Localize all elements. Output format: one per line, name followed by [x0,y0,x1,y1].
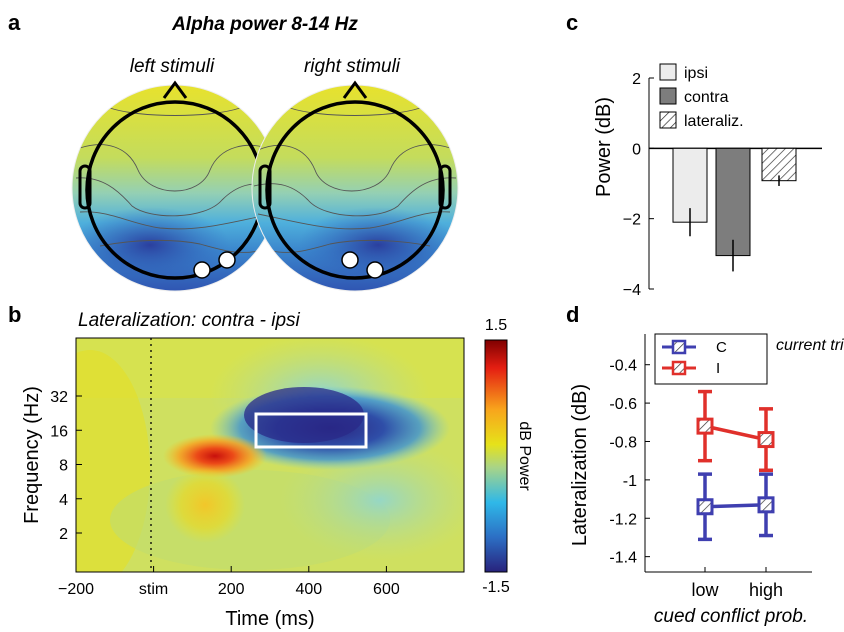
y-tick-label: -0.8 [609,434,637,451]
legend-item-contra: contra [684,89,729,106]
y-axis-label: Lateralization (dB) [569,384,591,546]
analysis-window-box [254,412,368,449]
y-tick-label: -1.2 [609,511,637,528]
y-tick-label: 32 [50,389,68,406]
y-tick-label: 8 [59,458,68,475]
electrode-marker [218,251,236,269]
electrode-marker [193,261,211,279]
y-axis-ticks: 32 16 8 4 2 [50,389,82,543]
right-stimuli-label: right stimuli [304,56,401,77]
legend-item-ipsi: ipsi [684,65,708,82]
panel-b-title: Lateralization: contra - ipsi [78,310,301,331]
data-point-c [757,496,775,514]
panel-d-letter: d [566,302,579,327]
tf-heatmap: −200 stim 200 400 600 32 16 8 4 2 Time (ms) Freq… [21,337,465,630]
x-axis-label: cued conflict prob. [654,606,808,627]
x-tick-label: 400 [295,581,322,598]
panel-a-letter: a [8,10,21,35]
y-tick-label: -0.4 [609,358,637,375]
data-point-i [696,417,714,435]
y-tick-label: -1.4 [609,550,637,567]
colorbar-max-label: 1.5 [485,317,507,334]
bar-contra [715,147,751,257]
left-stimuli-label: left stimuli [130,56,215,77]
x-axis-label: Time (ms) [225,608,314,630]
bar-series [672,147,797,272]
y-tick-label: −2 [623,212,641,229]
legend: ipsi contra lateraliz. [659,63,744,130]
electrode-marker [341,251,359,269]
legend: C I current trial [654,333,844,385]
y-tick-label: 4 [59,492,68,509]
y-tick-label: 0 [632,141,641,158]
series-line-c [704,503,767,509]
topomap-right [251,80,459,292]
panel-b-letter: b [8,302,21,327]
colorbar: 1.5 -1.5 dB Power [482,317,533,596]
panel-a-title: Alpha power 8-14 Hz [171,14,358,35]
colorbar-min-label: -1.5 [482,579,510,596]
line-series [696,389,775,542]
x-tick-label: stim [139,581,168,598]
y-tick-label: 16 [50,423,68,440]
panel-c: c Power (dB) 2 0 −2 −4 ipsi contra laterali… [566,10,822,299]
line-axis: -0.4 -0.6 -0.8 -1 -1.2 -1.4 low high [609,334,812,600]
x-tick-label: 600 [373,581,400,598]
legend-title: current trial [776,337,844,354]
y-tick-label: −4 [623,282,641,299]
x-tick-label: high [749,580,783,600]
data-point-i [757,431,775,449]
y-tick-label: -0.6 [609,396,637,413]
legend-item-i: I [716,360,720,377]
y-axis-label: Power (dB) [593,97,615,197]
y-tick-label: 2 [632,71,641,88]
series-line-i [704,424,767,442]
colorbar-label: dB Power [516,421,533,491]
legend-item-lateraliz: lateraliz. [684,113,744,130]
bar-lateraliz [761,147,797,182]
panel-d: d Lateralization (dB) -0.4 -0.6 -0.8 -1 -1.2… [566,302,844,627]
y-tick-label: -1 [623,473,637,490]
y-tick-label: 2 [59,526,68,543]
electrode-marker [366,261,384,279]
y-axis-label: Frequency (Hz) [21,386,43,524]
x-axis-ticks: −200 stim 200 400 600 [58,566,400,598]
legend-item-c: C [716,339,727,356]
panel-a: a Alpha power 8-14 Hz left stimuli right… [8,10,459,292]
panel-b: b Lateralization: contra - ipsi −200 stim… [8,302,533,630]
topomap-left [71,80,279,292]
x-tick-label: 200 [218,581,245,598]
panel-c-letter: c [566,10,578,35]
x-tick-label: low [691,580,719,600]
x-tick-label: −200 [58,581,94,598]
data-point-c [696,498,714,516]
